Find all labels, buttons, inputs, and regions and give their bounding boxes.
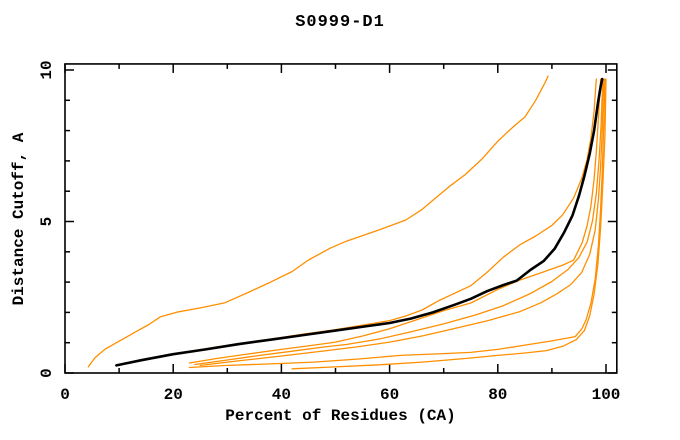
curve-model-orange-1 (87, 75, 549, 368)
x-tick-label: 0 (60, 386, 70, 404)
curve-model-orange-4 (194, 78, 604, 366)
curve-model-orange-5 (199, 78, 605, 367)
x-axis-label: Percent of Residues (CA) (225, 407, 456, 425)
y-axis-label: Distance Cutoff, A (10, 132, 28, 306)
curve-model-orange-2 (144, 78, 597, 361)
x-tick-label: 40 (272, 386, 291, 404)
y-tick-label: 0 (38, 368, 56, 378)
y-tick-label: 10 (38, 60, 56, 79)
y-tick-label: 5 (38, 217, 56, 227)
axes-frame (64, 63, 618, 374)
x-tick-label: 100 (592, 386, 621, 404)
chart-title: S0999-D1 (295, 13, 385, 32)
x-tick-label: 20 (164, 386, 183, 404)
curve-model-orange-7 (291, 78, 607, 370)
x-tick-label: 80 (488, 386, 507, 404)
curve-model-orange-6 (188, 78, 606, 369)
curve-model-orange-3 (188, 78, 602, 364)
curve-model-black-reference (115, 77, 604, 367)
x-tick-label: 60 (380, 386, 399, 404)
